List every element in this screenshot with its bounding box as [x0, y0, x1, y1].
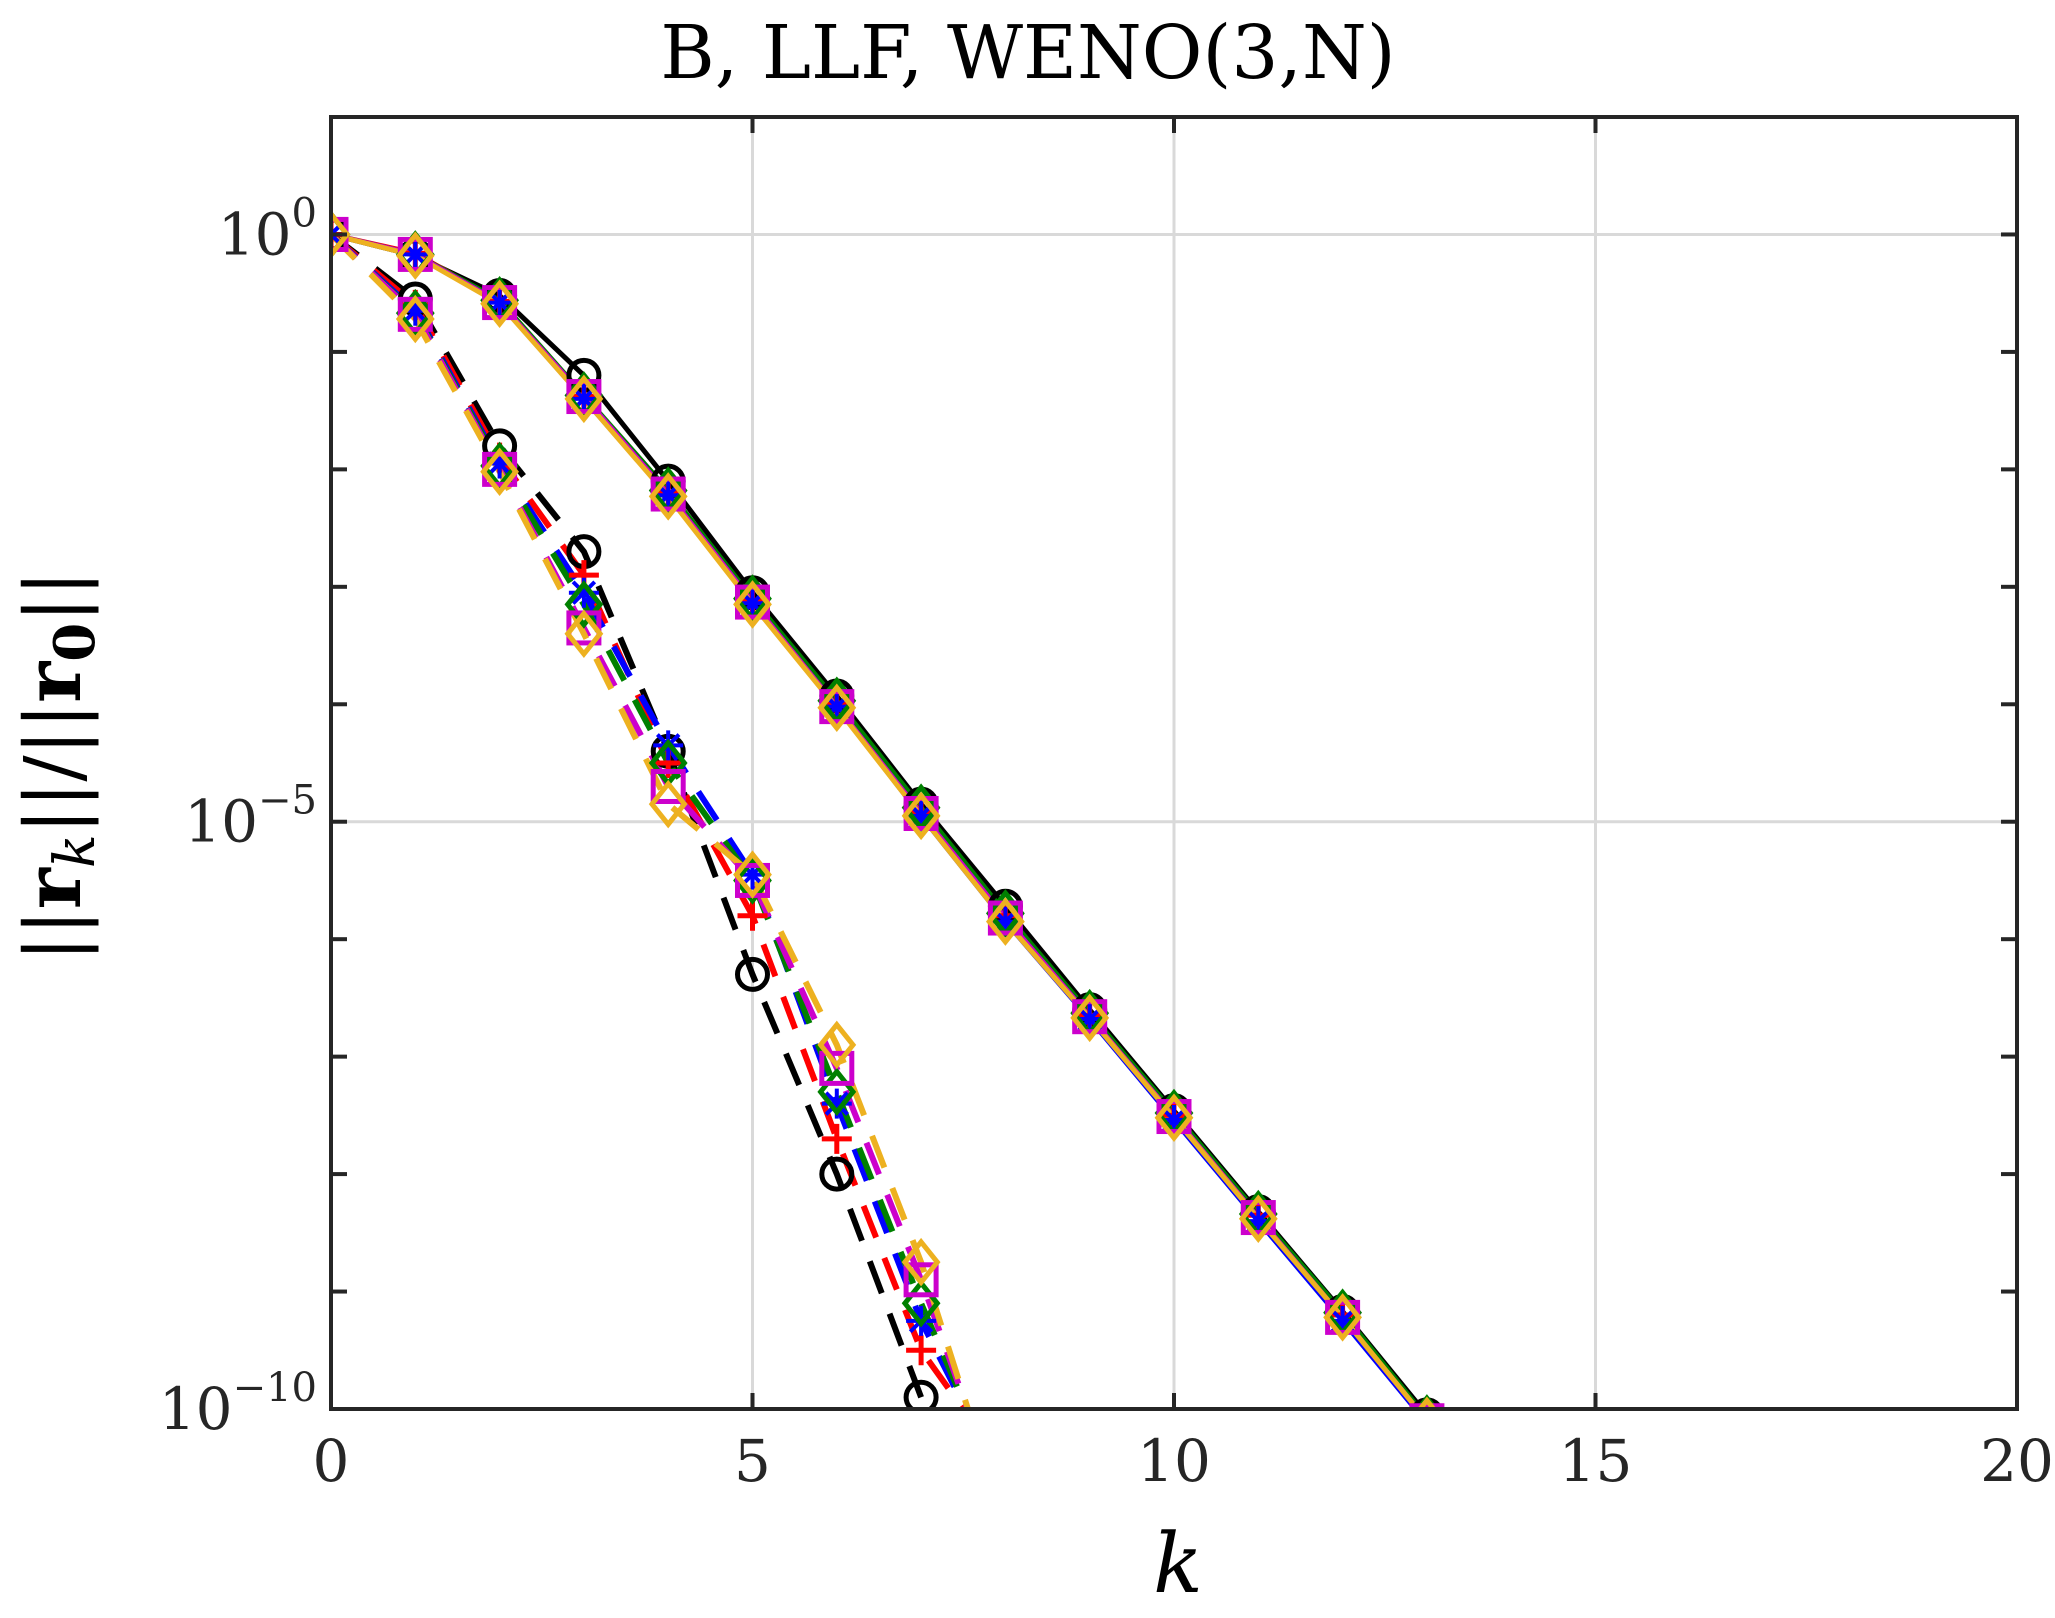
y-label-r: r: [8, 867, 99, 909]
grid-layer: [331, 117, 2017, 1409]
chart-title: B, LLF, WENO(3,N): [660, 10, 1395, 96]
y-axis-label: ||rk||/||r0||: [8, 570, 108, 962]
y-tick-base: 10: [218, 200, 292, 268]
diamond-marker: [733, 580, 772, 629]
asterisk-marker: [906, 800, 937, 831]
asterisk-marker: [737, 859, 768, 890]
diamond-marker: [648, 472, 688, 521]
y-tick-exponent: 0: [292, 190, 317, 236]
diamond-marker: [480, 279, 520, 329]
asterisk-marker: [990, 906, 1021, 937]
diamond-marker: [1154, 1093, 1194, 1142]
diamond-marker: [648, 779, 688, 829]
circle-marker: [735, 956, 770, 992]
y-tick-exponent: −5: [258, 778, 317, 824]
asterisk-marker: [1074, 1004, 1105, 1035]
y-tick-label: 100: [218, 190, 317, 268]
y-tick-label: 10−5: [184, 778, 317, 856]
diamond-marker: [901, 1237, 941, 1287]
x-tick-label: 0: [313, 1427, 350, 1495]
y-tick-label-text: 10−10: [159, 1365, 317, 1443]
asterisk-marker: [568, 577, 599, 608]
diamond-marker: [480, 447, 520, 496]
circle-marker: [903, 1379, 939, 1409]
diamond-marker: [395, 231, 435, 280]
asterisk-marker: [484, 448, 515, 479]
asterisk-marker: [821, 691, 852, 722]
asterisk-marker: [653, 480, 684, 511]
diamond-marker: [733, 850, 772, 899]
diamond-marker: [395, 294, 435, 344]
diamond-marker: [1323, 1293, 1363, 1342]
plus-marker: [906, 1335, 937, 1366]
x-tick-label: 15: [1559, 1427, 1633, 1495]
diamond-marker: [564, 374, 604, 424]
y-tick-label-text: 10−5: [184, 778, 317, 856]
diamond-marker: [564, 580, 604, 629]
asterisk-marker: [1327, 1305, 1358, 1336]
y-tick-exponent: −10: [233, 1365, 317, 1411]
asterisk-marker: [1243, 1206, 1274, 1237]
diamond-marker: [331, 210, 351, 259]
y-tick-label-text: 100: [218, 190, 317, 268]
plus-marker: [821, 1123, 852, 1154]
y-tick-label: 10−10: [159, 1365, 317, 1443]
diamond-marker: [733, 856, 772, 905]
marker-layer: [331, 210, 1445, 1409]
diamond-marker: [901, 791, 941, 841]
diamond-marker: [1070, 993, 1110, 1043]
series-line: [331, 232, 972, 1409]
asterisk-marker: [484, 287, 515, 318]
asterisk-marker: [737, 588, 768, 619]
diamond-marker: [817, 1020, 857, 1070]
x-tick-label: 5: [734, 1427, 771, 1495]
square-marker: [819, 1050, 855, 1086]
diamond-marker: [395, 288, 435, 338]
diamond-marker: [817, 683, 857, 733]
square-marker: [903, 1262, 939, 1298]
y-label-k-subscript: k: [43, 834, 108, 868]
asterisk-marker: [400, 239, 431, 270]
asterisk-marker: [568, 383, 599, 414]
plus-marker: [737, 900, 768, 931]
y-label-bar-mid: ||/||: [9, 703, 99, 834]
square-marker: [650, 768, 686, 804]
y-label-bar-left: ||: [9, 909, 99, 962]
y-tick-base: 10: [184, 788, 258, 856]
x-tick-label: 20: [1980, 1427, 2054, 1495]
asterisk-marker: [1159, 1105, 1189, 1136]
y-label-r0: r: [8, 661, 99, 703]
asterisk-marker: [400, 295, 431, 326]
y-tick-base: 10: [159, 1375, 233, 1443]
y-label-bar-right: ||: [9, 570, 99, 623]
circle-marker: [819, 1156, 855, 1192]
diamond-marker: [564, 609, 604, 659]
diamond-marker: [1238, 1194, 1278, 1243]
diamond-marker: [985, 897, 1025, 946]
asterisk-marker: [821, 1088, 852, 1119]
x-tick-label: 10: [1137, 1427, 1211, 1495]
y-label-zero-subscript: 0: [42, 623, 108, 662]
x-axis-label: k: [1153, 1517, 1203, 1612]
square-marker: [1409, 1403, 1445, 1409]
